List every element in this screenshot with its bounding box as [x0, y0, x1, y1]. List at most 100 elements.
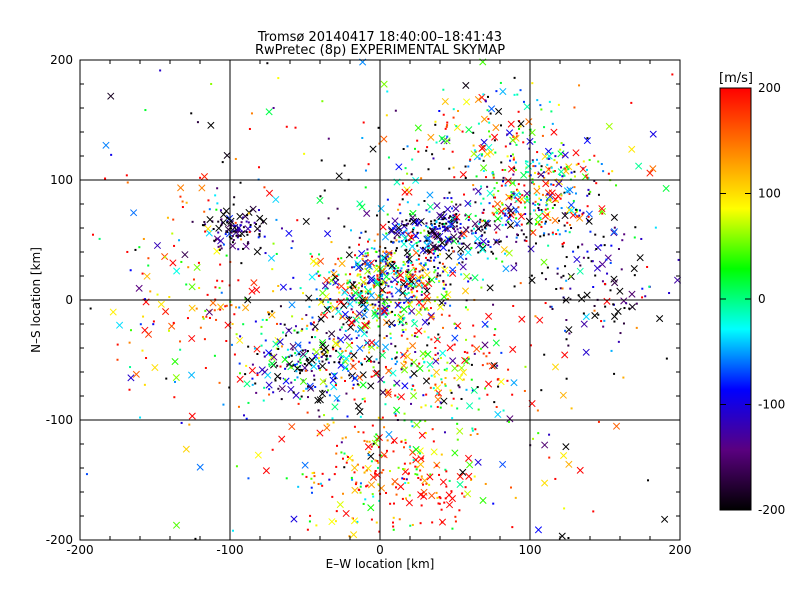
- data-point-cross: [312, 348, 320, 356]
- data-point: [444, 229, 447, 232]
- data-point: [505, 235, 508, 238]
- data-point-cross: [541, 212, 549, 220]
- data-point: [293, 378, 296, 381]
- data-point: [438, 280, 441, 283]
- data-point-cross: [504, 203, 513, 211]
- data-point: [524, 206, 527, 209]
- data-point-cross: [248, 287, 256, 295]
- data-point-cross: [151, 363, 159, 372]
- data-point: [429, 259, 432, 262]
- data-point: [407, 301, 410, 304]
- data-point: [461, 492, 464, 495]
- data-point: [412, 266, 415, 269]
- data-point: [172, 218, 175, 221]
- data-point: [415, 258, 418, 261]
- data-point: [361, 136, 364, 139]
- data-point: [315, 288, 318, 291]
- data-point-cross: [116, 321, 124, 329]
- data-point: [321, 100, 324, 103]
- data-point-cross: [372, 340, 380, 348]
- data-point-cross: [423, 287, 431, 295]
- data-point: [646, 265, 649, 268]
- data-point: [398, 321, 401, 324]
- data-point: [354, 254, 357, 257]
- data-point-cross: [661, 515, 669, 523]
- data-point: [386, 305, 389, 308]
- data-point: [310, 477, 313, 480]
- data-point: [346, 415, 349, 418]
- data-point: [502, 176, 505, 179]
- data-point: [360, 304, 363, 307]
- data-point: [443, 431, 446, 434]
- data-point: [262, 399, 265, 402]
- data-point: [430, 374, 433, 377]
- data-point: [236, 226, 239, 229]
- data-point-cross: [449, 266, 457, 274]
- data-point-cross: [488, 105, 496, 113]
- data-point: [431, 153, 434, 156]
- data-point: [427, 242, 430, 245]
- data-point: [534, 165, 537, 168]
- data-point: [260, 332, 263, 335]
- data-point: [277, 387, 280, 390]
- data-point: [426, 237, 429, 240]
- data-point: [560, 142, 563, 145]
- data-point: [378, 499, 381, 502]
- data-point: [359, 485, 362, 488]
- data-point-cross: [253, 248, 261, 256]
- data-point: [296, 219, 299, 222]
- data-point: [428, 251, 431, 254]
- data-point: [565, 338, 568, 341]
- data-point: [556, 272, 559, 275]
- data-point: [496, 212, 499, 215]
- data-point-cross: [438, 239, 446, 247]
- data-point: [313, 481, 316, 484]
- data-point: [219, 209, 222, 212]
- data-point: [451, 207, 454, 210]
- data-point: [380, 418, 383, 421]
- data-point: [589, 230, 592, 233]
- data-point: [495, 181, 498, 184]
- data-point: [449, 215, 452, 218]
- data-point-cross: [384, 390, 392, 398]
- data-point-cross: [316, 257, 325, 265]
- data-point: [561, 175, 564, 178]
- data-point-cross: [307, 384, 315, 392]
- data-point: [248, 231, 251, 234]
- data-point: [142, 315, 145, 318]
- data-point: [532, 165, 535, 168]
- data-point-cross: [572, 149, 580, 157]
- data-point: [249, 224, 252, 227]
- data-point: [340, 326, 343, 329]
- data-point: [466, 226, 469, 229]
- data-point: [549, 198, 552, 201]
- data-point: [346, 279, 349, 282]
- data-point: [327, 301, 330, 304]
- data-point: [378, 142, 381, 145]
- data-point: [438, 232, 441, 235]
- data-point: [346, 286, 349, 289]
- data-point: [246, 233, 249, 236]
- data-point-cross: [527, 245, 535, 253]
- data-point-cross: [439, 349, 447, 357]
- data-point-cross: [351, 486, 359, 494]
- data-point: [474, 231, 477, 234]
- data-point-cross: [355, 263, 363, 272]
- data-point-cross: [630, 265, 638, 273]
- data-point: [297, 360, 300, 363]
- data-point: [482, 93, 485, 96]
- data-point: [473, 335, 476, 338]
- data-point: [335, 465, 338, 468]
- data-point: [399, 311, 402, 314]
- data-point: [219, 308, 222, 311]
- data-point-cross: [561, 351, 569, 359]
- data-point: [476, 386, 479, 389]
- data-point: [342, 361, 345, 364]
- data-point-cross: [405, 268, 413, 277]
- data-point: [359, 269, 362, 272]
- data-point: [348, 246, 351, 249]
- data-point-cross: [265, 381, 273, 389]
- data-point: [276, 364, 279, 367]
- data-point: [434, 120, 437, 123]
- data-point: [546, 182, 549, 185]
